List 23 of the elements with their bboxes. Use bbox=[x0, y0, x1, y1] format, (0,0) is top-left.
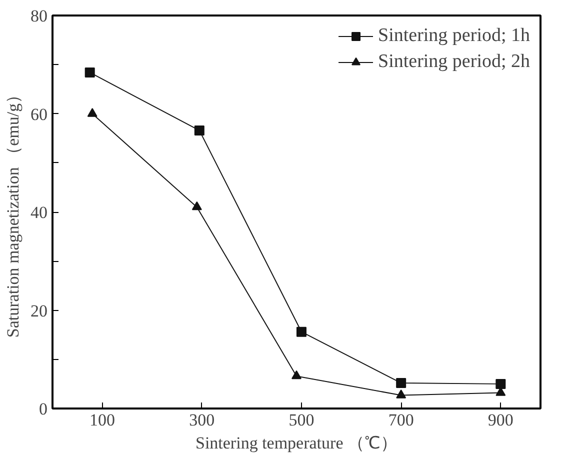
point bbox=[396, 390, 406, 398]
x-tick-label: 700 bbox=[388, 410, 414, 430]
legend-label: Sintering period; 1h bbox=[378, 25, 530, 47]
x-axis-title: Sintering temperature （℃） bbox=[196, 434, 398, 452]
point bbox=[194, 125, 204, 136]
y-tick-label: 40 bbox=[30, 203, 48, 222]
legend-label: Sintering period; 2h bbox=[378, 51, 530, 73]
x-tick-label: 900 bbox=[488, 410, 514, 430]
point bbox=[192, 201, 202, 210]
y-tick-label: 0 bbox=[39, 400, 48, 418]
x-tick-label: 500 bbox=[288, 410, 314, 430]
x-tick-label: 100 bbox=[90, 410, 116, 430]
point bbox=[496, 378, 506, 389]
y-tick-label: 20 bbox=[30, 301, 48, 320]
point bbox=[292, 370, 302, 380]
y-tick-label: 80 bbox=[30, 6, 48, 26]
point bbox=[396, 378, 406, 388]
point bbox=[87, 108, 98, 117]
point bbox=[84, 67, 95, 78]
y-axis-title: Saturation magnetization （emu/g） bbox=[4, 86, 22, 338]
y-tick-label: 60 bbox=[30, 104, 48, 124]
x-tick-label: 300 bbox=[189, 410, 215, 430]
point bbox=[296, 326, 306, 337]
